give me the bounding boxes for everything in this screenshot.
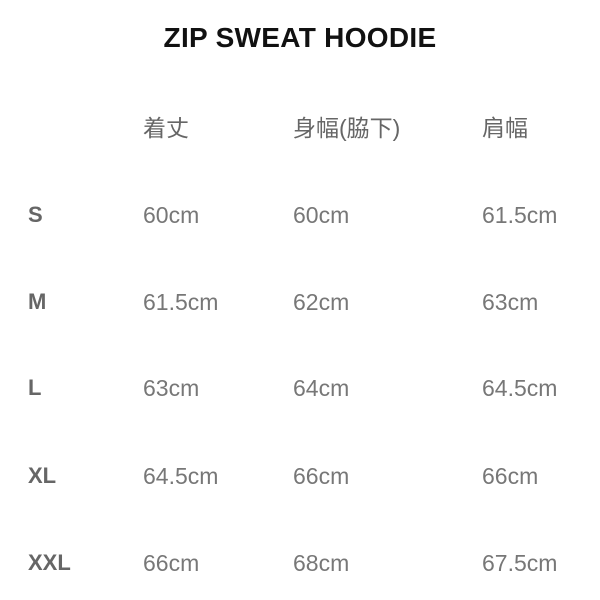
measurement-cell: 64.5cm (143, 463, 219, 489)
measurement-cell: 64cm (293, 375, 350, 401)
measurement-cell: 60cm (143, 202, 200, 228)
size-label: M (28, 289, 47, 314)
size-label: XL (28, 463, 57, 488)
measurement-cell: 61.5cm (482, 202, 558, 228)
measurement-cell: 66cm (293, 463, 350, 489)
measurement-cell: 61.5cm (143, 289, 219, 315)
size-label: L (28, 375, 42, 400)
measurement-cell: 66cm (143, 550, 200, 576)
measurement-cell: 64.5cm (482, 375, 558, 401)
measurement-cell: 62cm (293, 289, 350, 315)
measurement-cell: 67.5cm (482, 550, 558, 576)
measurement-cell: 68cm (293, 550, 350, 576)
measurement-cell: 60cm (293, 202, 350, 228)
size-label: S (28, 202, 43, 227)
measurement-cell: 63cm (143, 375, 200, 401)
column-header: 身幅(脇下) (293, 115, 401, 141)
column-header: 肩幅 (482, 115, 528, 141)
size-label: XXL (28, 550, 71, 575)
measurement-cell: 63cm (482, 289, 539, 315)
page-title: ZIP SWEAT HOODIE (163, 22, 437, 53)
column-header: 着丈 (143, 115, 189, 141)
measurement-cell: 66cm (482, 463, 539, 489)
